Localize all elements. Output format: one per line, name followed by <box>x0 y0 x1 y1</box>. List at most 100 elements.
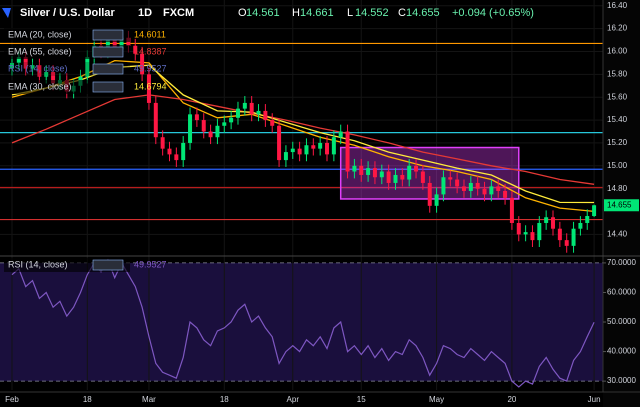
candle-body <box>222 122 227 126</box>
x-tick-label: Jun <box>588 395 601 404</box>
candle-body <box>393 174 398 183</box>
candle-body <box>509 197 514 223</box>
legend-value: 14.8387 <box>134 46 167 56</box>
interval: 1D <box>138 7 152 19</box>
x-tick-label: 15 <box>357 395 366 404</box>
y-tick-label: 14.40 <box>607 230 628 239</box>
candle-body <box>414 165 419 172</box>
candle-body <box>181 142 186 161</box>
candle-body <box>352 165 357 172</box>
legend-value: 14.6794 <box>134 81 167 91</box>
candle-body <box>304 145 309 155</box>
legend-name: RSI (14, close) <box>8 259 68 269</box>
axes: 16.40 16.20 16.00 15.80 15.60 15.40 15.20 15.00… <box>5 1 639 404</box>
candle-body <box>503 190 508 198</box>
x-tick-label: Mar <box>142 395 156 404</box>
candle-body <box>311 145 316 149</box>
candle-body <box>386 171 391 183</box>
candle-body <box>482 188 487 195</box>
candle-body <box>537 222 542 241</box>
candle-body <box>325 142 330 155</box>
last-price-box <box>604 199 639 212</box>
last-price-label: 14.655 <box>607 200 632 209</box>
candle-body <box>119 37 124 50</box>
y-tick-label: 16.00 <box>607 47 628 56</box>
grid <box>0 0 603 390</box>
x-tick-label: Apr <box>287 395 300 404</box>
candle-body <box>297 148 302 155</box>
candle-body <box>468 182 473 191</box>
candle-body <box>133 45 138 54</box>
ohlc-value: 14.552 <box>355 7 389 19</box>
candle-body <box>366 168 371 175</box>
candle-body <box>215 125 220 138</box>
x-tick-label: Feb <box>5 395 19 404</box>
candle-body <box>578 222 583 229</box>
ohlc-value: 14.655 <box>406 7 440 19</box>
ohlc-letter: H <box>292 7 300 19</box>
candle-body <box>30 65 35 69</box>
symbol-icon <box>2 8 11 18</box>
candle-body <box>434 194 439 206</box>
legend-icon <box>92 46 124 58</box>
candle-body <box>379 171 384 178</box>
candle-body <box>146 74 151 103</box>
y-tick-label: 14.80 <box>607 184 628 193</box>
candle-body <box>489 186 494 195</box>
candle-body <box>283 152 288 161</box>
legend-name: EMA (55, close) <box>8 46 72 56</box>
candle-body <box>318 142 323 149</box>
legend-icon <box>92 29 124 41</box>
candle-body <box>256 110 261 115</box>
y-tick-label: 15.60 <box>607 92 628 101</box>
symbol-title: Silver / U.S. Dollar <box>20 7 115 19</box>
candle-body <box>523 232 528 235</box>
candle-body <box>44 72 49 77</box>
legend-icon <box>92 63 124 75</box>
candle-body <box>331 137 336 155</box>
candle-body <box>235 108 240 118</box>
y-tick-label: 15.20 <box>607 138 628 147</box>
y-tick-label: 16.40 <box>607 1 628 10</box>
candle-body <box>475 182 480 189</box>
candle-body <box>516 222 521 235</box>
candle-body <box>188 114 193 143</box>
candle-body <box>153 102 158 138</box>
candle-body <box>407 165 412 180</box>
rsi-tick-label: 40.0000 <box>607 347 636 356</box>
candle-body <box>16 57 21 63</box>
x-tick-label: 18 <box>83 395 92 404</box>
x-tick-label: 18 <box>220 395 229 404</box>
rsi-tick-label: 60.0000 <box>607 288 636 297</box>
rsi-tick-label: 70.0000 <box>607 258 636 267</box>
candle-body <box>372 168 377 178</box>
candle-body <box>194 114 199 121</box>
legend-icon <box>92 259 124 271</box>
candle-body <box>263 110 268 121</box>
candle-body <box>441 177 446 195</box>
candle-body <box>448 177 453 180</box>
candle-body <box>37 65 42 77</box>
candle-body <box>51 72 56 84</box>
candle-body <box>208 131 213 138</box>
candle-body <box>564 240 569 246</box>
candle-body <box>23 57 28 69</box>
candle-body <box>585 216 590 223</box>
candle-body <box>140 53 145 75</box>
candle-body <box>201 120 206 132</box>
ohlc-value: 14.661 <box>300 7 334 19</box>
candle-body <box>167 148 172 155</box>
candle-body <box>359 165 364 175</box>
candle-body <box>242 102 247 109</box>
candle-body <box>85 57 90 77</box>
candle-body <box>9 62 14 69</box>
ema-line <box>11 59 595 213</box>
y-tick-label: 15.00 <box>607 161 628 170</box>
rsi-band <box>0 262 603 382</box>
ohlc-letter: L <box>347 7 353 19</box>
candle-body <box>530 232 535 241</box>
candle-body <box>338 131 343 138</box>
candle-body <box>544 217 549 223</box>
legend-icon <box>92 81 124 93</box>
